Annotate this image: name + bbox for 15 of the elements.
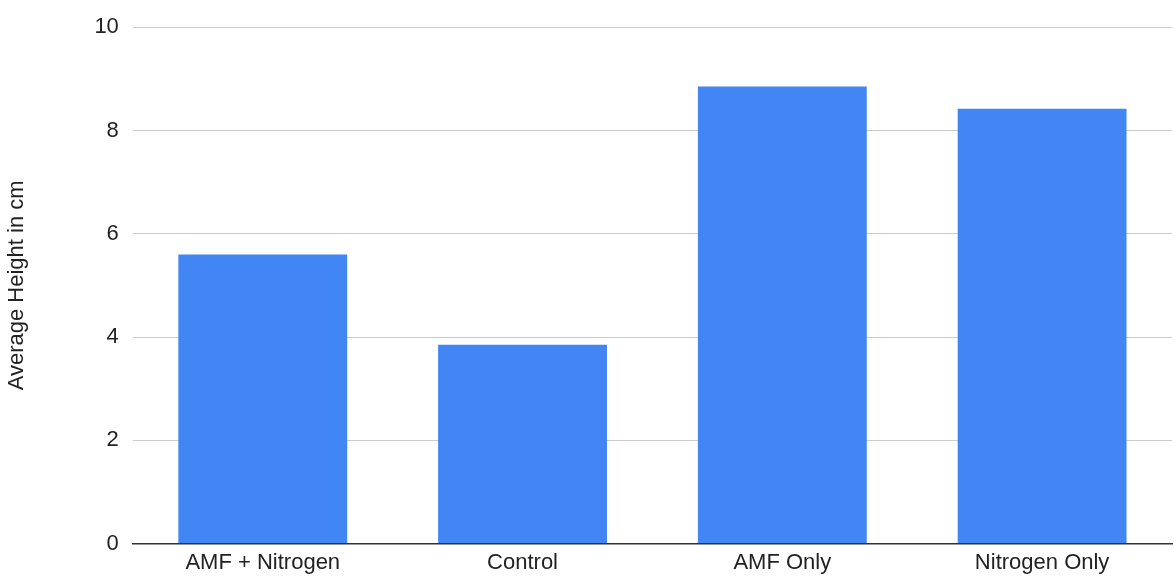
x-tick-label: Nitrogen Only xyxy=(974,548,1110,574)
y-axis-title: Average Height in cm xyxy=(3,180,29,391)
x-tick-label: AMF Only xyxy=(733,548,832,574)
y-tick-label: 8 xyxy=(106,116,119,142)
y-tick-label: 10 xyxy=(94,13,119,39)
y-tick-label: 2 xyxy=(106,426,119,452)
bar xyxy=(438,344,607,544)
bar xyxy=(178,254,348,544)
x-tick-label: Control xyxy=(487,548,559,574)
y-tick-label: 4 xyxy=(106,323,119,349)
bar xyxy=(957,108,1127,544)
y-tick-label: 6 xyxy=(106,219,119,245)
x-tick-label: AMF + Nitrogen xyxy=(185,548,341,574)
bar xyxy=(697,86,867,544)
y-tick-label: 0 xyxy=(106,529,119,555)
